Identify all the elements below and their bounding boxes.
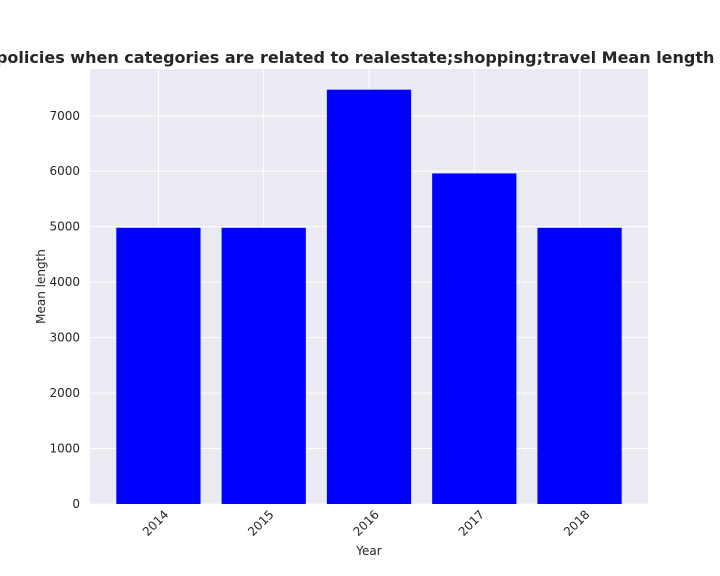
y-tick-label: 2000	[49, 386, 80, 400]
x-axis-label: Year	[355, 544, 381, 558]
y-tick-label: 5000	[49, 220, 80, 234]
y-tick-label: 3000	[49, 331, 80, 345]
x-tick-label: 2018	[561, 507, 592, 538]
bars	[116, 89, 622, 505]
y-tick-label: 0	[72, 497, 80, 511]
x-tick-label: 2015	[245, 507, 276, 538]
y-tick-label: 6000	[49, 164, 80, 178]
x-tick-labels: 2014 2015 2016 2017 2018	[140, 507, 593, 538]
bar-2018	[537, 227, 622, 504]
y-tick-label: 7000	[49, 109, 80, 123]
bar-2015	[221, 227, 306, 504]
bar-2017	[432, 173, 517, 504]
x-tick-label: 2016	[350, 507, 381, 538]
y-tick-label: 4000	[49, 275, 80, 289]
bar-2014	[116, 227, 201, 504]
bar-2016	[326, 89, 412, 505]
x-tick-label: 2014	[140, 507, 171, 538]
x-tick-label: 2017	[456, 507, 487, 538]
y-axis-label: Mean length	[34, 249, 48, 324]
y-tick-labels: 0 1000 2000 3000 4000 5000 6000 7000	[49, 109, 80, 511]
chart-title: Mean length of privacy policies when cat…	[0, 48, 720, 67]
y-tick-label: 1000	[49, 442, 80, 456]
